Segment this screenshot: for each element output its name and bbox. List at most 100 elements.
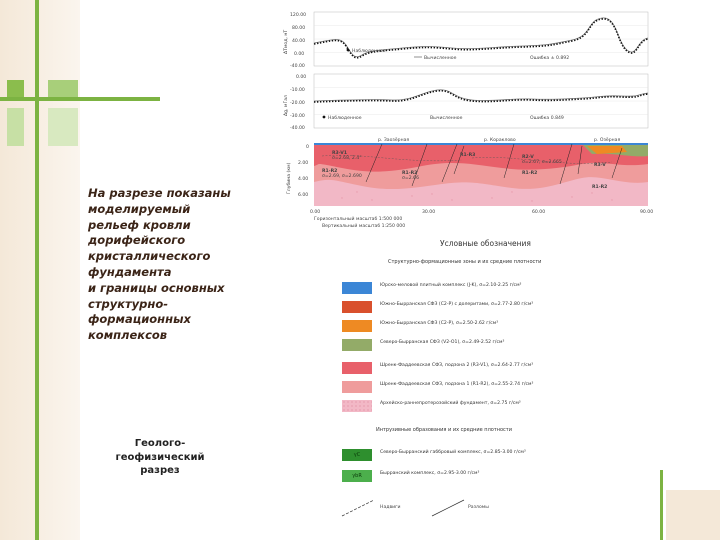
unit-sub: σ=2.67, σ=2.665: [522, 159, 562, 165]
section-top-label: р. Заозёрная: [378, 137, 409, 143]
intrusive-label: Северо-Бырранский габбровый комплекс, σ=…: [380, 450, 526, 455]
decor-right-green-line: [660, 470, 663, 540]
caption-line: структурно-: [88, 296, 169, 311]
legend-item: Шренк-Фаддеевская СФЗ, подзона 1 (R1-R2)…: [342, 378, 592, 396]
section-top-label: р. Кораклово: [484, 137, 516, 143]
legend-swatch: [342, 381, 372, 393]
intrusive-item: γC Северо-Бырранский габбровый комплекс,…: [342, 446, 592, 468]
legend-title: Условные обозначения: [440, 239, 531, 248]
caption-line: дорифейского: [88, 233, 186, 248]
magnetic-profile-panel: 120.00 80.00 40.00 0.00 -40.00 ΔTмод, нТ…: [283, 11, 649, 69]
legend-label: Шренк-Фаддеевская СФЗ, подзона 2 (R3-V1)…: [380, 363, 534, 368]
section-xtick: 30.00: [422, 209, 435, 215]
unit-label: R1-R2: [322, 168, 337, 174]
grav-legend-calculated: Вычисленное: [430, 115, 463, 121]
section-scale-h: Горизонтальный масштаб 1:500 000: [314, 215, 402, 222]
section-ytick: 6.00: [298, 192, 308, 198]
caption-line: и границы основных: [88, 280, 225, 295]
unit-label: R1-R2: [522, 170, 537, 176]
legend-item: Архейско-раннепротерозойский фундамент, …: [342, 397, 592, 415]
grav-ytick: -30.00: [290, 113, 305, 119]
grav-ytick: -10.00: [290, 87, 305, 93]
grav-error-text: Ошибка 0.849: [530, 115, 564, 121]
gravity-calculated-line: [313, 89, 649, 102]
decor-green-square-3: [7, 108, 24, 146]
legend-label: Южно-Бырранская СФЗ (C2-P) с долеритами,…: [380, 302, 534, 307]
intrusive-label: Бырранский комплекс, σ=2.95-3.00 г/см³: [380, 471, 480, 476]
intrusive-swatch: γbR: [342, 470, 372, 482]
subcaption-line: геофизический: [115, 451, 205, 463]
mag-error-text: Ошибка ± 0.892: [530, 55, 569, 61]
section-xtick: 60.00: [532, 209, 545, 215]
fault-label: Разломы: [468, 504, 489, 510]
section-scale-v: Вертикальный масштаб 1:250 000: [322, 222, 405, 229]
mag-ytick: 40.00: [292, 38, 305, 44]
decor-green-square-4: [48, 108, 78, 146]
legend-swatch: [342, 339, 372, 351]
unit-label: R2-V: [522, 154, 534, 160]
grav-legend-observed: Наблюденное: [328, 115, 362, 121]
grav-ytick: 0.00: [296, 74, 306, 80]
intrusive-title: Интрузивные образования и их средние пло…: [376, 427, 512, 433]
caption-text: На разрезе показаны моделируемый рельеф …: [88, 186, 268, 344]
legend-swatch: [342, 362, 372, 374]
unit-label: R1-R2: [592, 184, 607, 190]
geologic-section-panel: р. Заозёрная р. Кораклово р. Озёрная Глу…: [286, 137, 653, 229]
legend-item: Шренк-Фаддеевская СФЗ, подзона 2 (R3-V1)…: [342, 359, 592, 377]
grav-ylabel: Δg, мГал: [283, 95, 289, 116]
fault-symbol: [431, 499, 465, 517]
gravity-observed-line: [313, 89, 649, 103]
legend-subtitle: Структурно-формационные зоны и их средни…: [388, 259, 542, 265]
thrust-label: Надвиги: [380, 504, 401, 510]
section-ylabel: Глубина (км): [286, 162, 292, 194]
caption-line: формационных: [88, 312, 191, 327]
legend-item: Юрско-меловой плитный комплекс (J-K), σ=…: [342, 279, 592, 297]
legend-swatch: [342, 400, 372, 412]
legend-label: Архейско-раннепротерозойский фундамент, …: [380, 401, 521, 406]
fault-lines: [365, 143, 623, 187]
decor-bottom-right-tan: [666, 490, 720, 540]
caption-line: фундамента: [88, 264, 172, 279]
unit-label: R1-R3: [460, 152, 475, 158]
legend-item: Северо-Бырранская СФЗ (V2-O1), σ=2.49-2.…: [342, 336, 592, 354]
legend-swatch: [342, 301, 372, 313]
grav-ytick: -40.00: [290, 125, 305, 131]
unit-sub: σ=2.69, σ=2.690: [322, 173, 362, 179]
intrusive-swatch: γC: [342, 449, 372, 461]
grav-ytick: -20.00: [290, 100, 305, 106]
mag-ytick: 80.00: [292, 25, 305, 31]
caption-line: моделируемый: [88, 201, 191, 216]
mag-ytick: 120.00: [290, 12, 306, 18]
gravity-profile-panel: 0.00 -10.00 -20.00 -30.00 -40.00 Δg, мГа…: [283, 73, 649, 131]
intrusive-code: γbR: [352, 473, 362, 479]
section-ytick: 2.00: [298, 160, 308, 166]
unit-sub: σ=2.66: [402, 175, 419, 181]
thrust-symbol: [341, 499, 375, 517]
legend-label: Южно-Бырранская СФЗ (C2-P), σ=2.50-2.62 …: [380, 321, 499, 326]
caption-line: На разрезе показаны: [88, 186, 231, 200]
mag-ytick: 0.00: [294, 51, 304, 57]
thrust-lines: [321, 154, 613, 164]
caption-line: рельеф кровли: [88, 217, 191, 232]
subcaption-line: разрез: [140, 465, 180, 476]
subcaption-text: Геолого- геофизический разрез: [96, 437, 224, 478]
unit-sub: σ=2.68, 2.4°: [332, 155, 362, 161]
section-top-label: р. Озёрная: [594, 137, 620, 143]
section-red-layer: [314, 144, 648, 172]
basement-pattern: [341, 191, 613, 202]
intrusive-code: γC: [353, 452, 361, 458]
unit-label: R3-V: [594, 162, 606, 168]
mag-legend-observed-marker: [346, 48, 350, 52]
legend-swatch: [342, 320, 372, 332]
decor-green-horizontal-line: [0, 97, 160, 101]
section-ytick: 4.00: [298, 176, 308, 182]
caption-line: комплексов: [88, 328, 168, 343]
legend-label: Шренк-Фаддеевская СФЗ, подзона 1 (R1-R2)…: [380, 382, 534, 387]
section-ytick: 0: [306, 144, 309, 150]
caption-line: кристаллического: [88, 249, 211, 264]
decor-green-vertical-line: [35, 0, 39, 540]
intrusive-item: γbR Бырранский комплекс, σ=2.95-3.00 г/с…: [342, 467, 592, 485]
section-blue-top: [314, 143, 648, 145]
subcaption-line: Геолого-: [134, 438, 186, 449]
section-xtick: 0.00: [310, 209, 320, 215]
